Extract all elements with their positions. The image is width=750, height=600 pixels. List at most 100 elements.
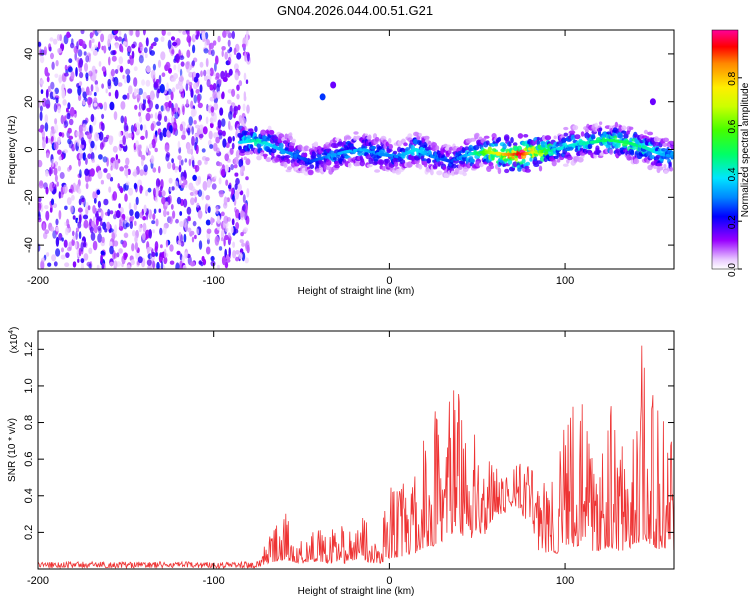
spectrogram-noise-cell — [45, 135, 48, 144]
colorbar-tick-label: 0.8 — [727, 71, 738, 85]
spectrogram-noise-cell — [78, 207, 83, 213]
spectrogram-noise-cell — [191, 135, 195, 146]
spectrogram-noise-cell — [205, 157, 210, 162]
spectrogram-noise-cell — [182, 130, 186, 136]
spectrogram-noise-cell — [179, 55, 185, 61]
spectrogram-signal-cell — [361, 145, 368, 150]
spectrogram-noise-cell — [135, 196, 139, 206]
spectrogram-signal-cell — [333, 157, 337, 161]
spectrogram-noise-cell — [127, 51, 131, 57]
spectrogram-signal-cell — [512, 142, 518, 147]
spectrogram-signal-cell — [385, 158, 391, 164]
spectrogram-noise-cell — [166, 106, 171, 113]
spectrogram-noise-cell — [131, 230, 136, 237]
spectrogram-noise-cell — [195, 144, 199, 155]
spectrogram-noise-cell — [158, 165, 161, 174]
spectrogram-noise-cell — [77, 138, 80, 147]
spectrogram-noise-cell — [68, 241, 73, 251]
spectrogram-noise-cell — [80, 258, 85, 264]
spectrogram-noise-cell — [51, 61, 55, 70]
spectrogram-noise-cell — [39, 55, 45, 64]
spectrogram-noise-cell — [190, 230, 195, 236]
spectrogram-noise-cell — [211, 49, 215, 57]
spectrogram-noise-cell — [195, 89, 200, 94]
spectrogram-noise-cell — [203, 48, 209, 54]
spectrogram-noise-cell — [194, 164, 200, 172]
spectrogram-noise-cell — [235, 222, 240, 230]
spectrogram-noise-cell — [129, 55, 133, 60]
spectrogram-noise-cell — [84, 62, 88, 72]
spectrogram-signal-cell — [656, 162, 663, 167]
spectrogram-noise-cell — [171, 106, 175, 117]
spectrogram-noise-cell — [49, 91, 54, 100]
spectrogram-noise-cell — [139, 169, 144, 177]
spectrogram-noise-cell — [102, 156, 108, 163]
spectrogram-noise-cell — [192, 220, 197, 227]
spectrogram-noise-cell — [230, 226, 234, 234]
spectrogram-noise-cell — [40, 89, 44, 94]
spectrogram-noise-cell — [38, 196, 42, 203]
spectrogram-signal-cell — [426, 158, 431, 164]
spectrogram-signal-cell — [524, 168, 531, 173]
spectrogram-noise-cell — [191, 236, 195, 243]
spectrogram-signal-cell — [284, 155, 291, 159]
spectrogram-noise-cell — [58, 132, 63, 137]
spectrogram-noise-cell — [62, 184, 68, 194]
spectrogram-noise-cell — [74, 51, 77, 61]
spectrogram-noise-cell — [185, 83, 189, 91]
spectrogram-noise-cell — [174, 167, 178, 173]
spectrogram-noise-cell — [163, 209, 167, 218]
spectrogram-noise-cell — [186, 99, 189, 107]
spectrogram-noise-cell — [93, 102, 98, 107]
spectrogram-noise-cell — [69, 106, 75, 117]
spectrogram-noise-cell — [92, 191, 96, 200]
spectrogram-noise-cell — [133, 168, 138, 178]
spectrogram-noise-cell — [222, 138, 227, 148]
spectrogram-noise-cell — [53, 261, 58, 267]
spectrogram-noise-cell — [89, 32, 94, 38]
spectrogram-noise-cell — [133, 66, 138, 72]
spectrogram-noise-cell — [58, 210, 62, 220]
spectrogram-noise-cell — [227, 39, 231, 47]
spectrogram-noise-cell — [153, 37, 159, 43]
spectrogram-noise-cell — [215, 136, 220, 144]
spectrogram-noise-cell — [231, 88, 236, 97]
spectrogram-noise-cell — [57, 106, 61, 114]
colorbar-tick-label: 0.6 — [727, 119, 738, 133]
spectrogram-noise-cell — [82, 91, 87, 99]
spectrogram-noise-cell — [139, 115, 143, 124]
spectrogram-noise-cell — [152, 41, 157, 47]
spectrogram-signal-cell — [464, 146, 469, 151]
spectrogram-noise-cell — [128, 187, 134, 196]
spectrogram-signal-cell — [303, 153, 308, 158]
spectrogram-noise-cell — [206, 79, 211, 88]
spectrogram-noise-cell — [80, 261, 84, 269]
spectrogram-noise-cell — [141, 159, 144, 167]
spectrogram-noise-cell — [179, 123, 184, 132]
spectrogram-signal-cell — [670, 144, 674, 150]
spectrogram-signal-cell — [504, 168, 510, 174]
spectrogram-signal-cell — [494, 142, 499, 147]
spectrogram-noise-cell — [149, 50, 155, 56]
spectrogram-signal-cell — [297, 144, 303, 151]
spectrogram-noise-cell — [60, 114, 65, 125]
spectrogram-noise-cell — [193, 94, 198, 104]
spectrogram-noise-cell — [172, 41, 178, 47]
spectrogram-noise-cell — [198, 260, 203, 265]
spectrogram-noise-cell — [53, 141, 59, 151]
spectrogram-noise-cell — [185, 250, 188, 257]
spectrogram-noise-cell — [92, 205, 96, 214]
spectrogram-x-tick-label: -100 — [203, 275, 225, 287]
spectrogram-noise-cell — [51, 159, 55, 168]
spectrogram-noise-cell — [57, 136, 61, 145]
spectrogram-signal-cell — [538, 165, 543, 172]
spectrogram-signal-cell — [374, 137, 380, 142]
spectrogram-noise-cell — [236, 52, 242, 60]
spectrogram-noise-cell — [199, 84, 203, 93]
spectrogram-ridge-core — [671, 154, 674, 159]
spectrogram-noise-cell — [206, 178, 211, 188]
spectrogram-noise-cell — [221, 91, 225, 100]
spectrogram-noise-cell — [38, 159, 43, 168]
spectrogram-noise-cell — [162, 127, 168, 138]
spectrogram-noise-cell — [187, 227, 192, 233]
